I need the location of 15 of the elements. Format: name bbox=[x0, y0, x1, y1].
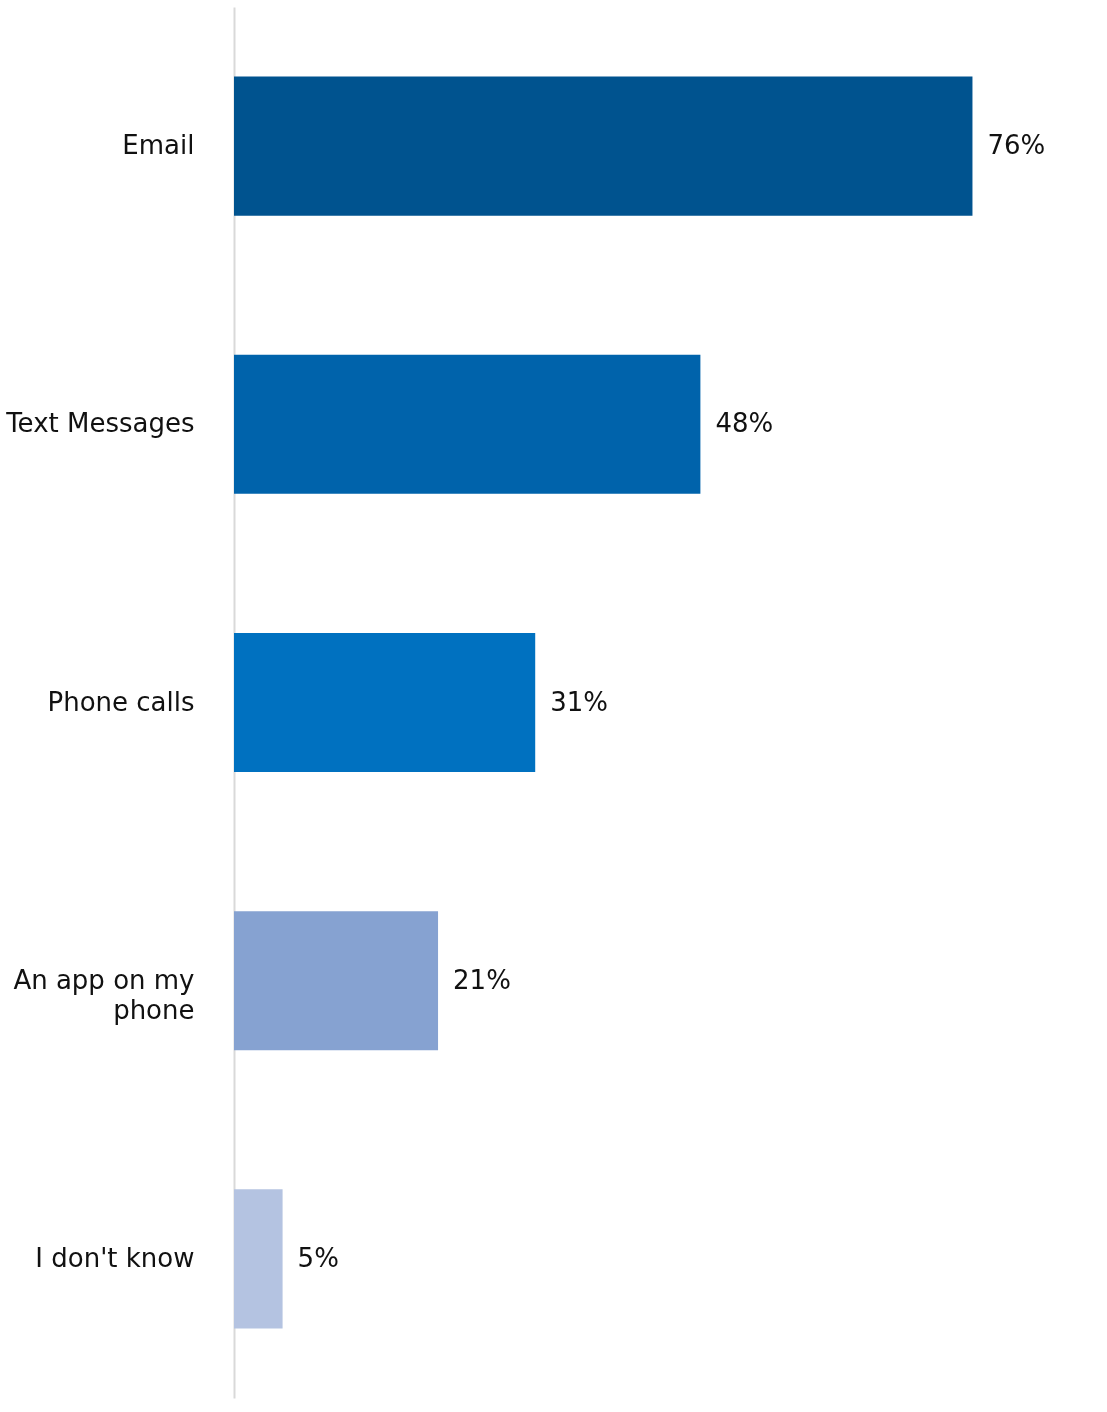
y-tick-label: Email bbox=[122, 130, 195, 161]
data-label: 5% bbox=[297, 1242, 339, 1273]
y-tick-label: I don't know bbox=[35, 1242, 195, 1273]
data-label: 21% bbox=[453, 964, 511, 995]
y-tick-label: Phone calls bbox=[47, 686, 195, 717]
bar bbox=[234, 911, 439, 1051]
data-label: 31% bbox=[550, 686, 609, 717]
y-tick-label: An app on my phone bbox=[13, 964, 195, 1025]
data-label: 48% bbox=[715, 408, 774, 439]
bar bbox=[234, 1189, 283, 1329]
y-tick-label: Text Messages bbox=[5, 408, 195, 439]
data-label: 76% bbox=[987, 130, 1046, 161]
bar bbox=[234, 76, 973, 216]
bar bbox=[234, 354, 701, 494]
bar bbox=[234, 632, 536, 773]
